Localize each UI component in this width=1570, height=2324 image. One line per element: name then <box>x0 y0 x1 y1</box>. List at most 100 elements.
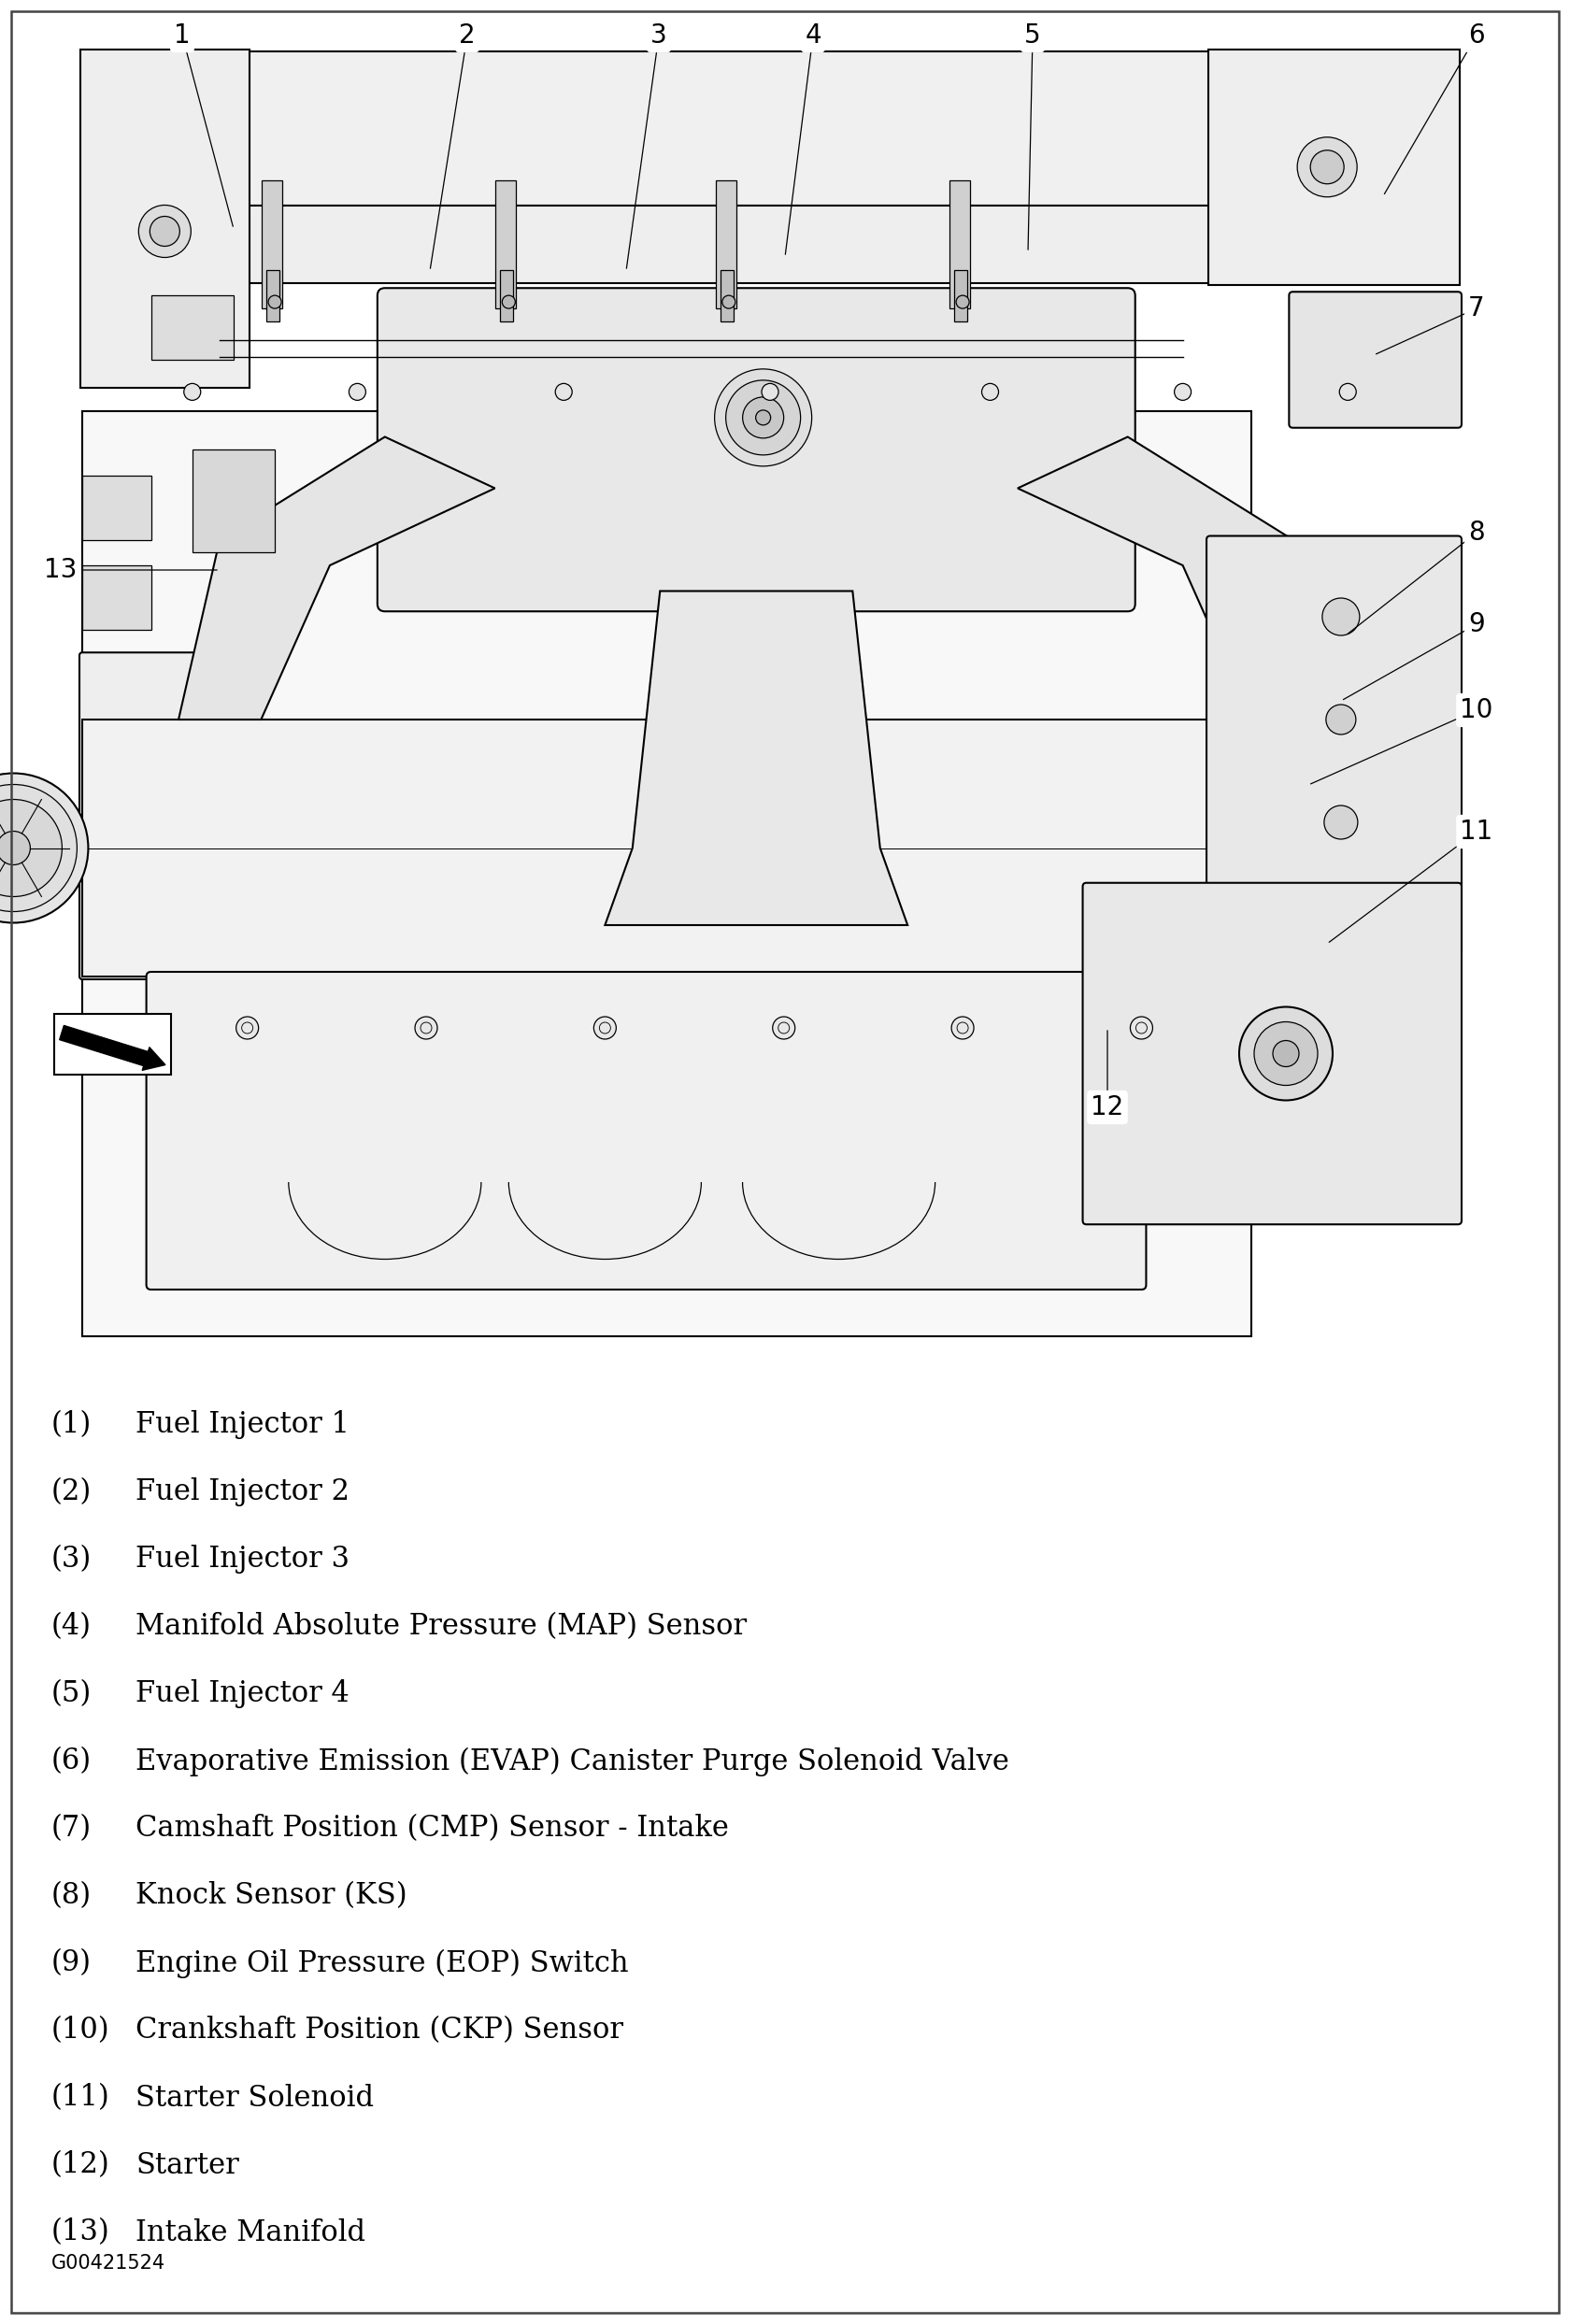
Bar <box>151 295 234 360</box>
FancyBboxPatch shape <box>146 971 1146 1290</box>
Circle shape <box>956 295 969 309</box>
Text: Evaporative Emission (EVAP) Canister Purge Solenoid Valve: Evaporative Emission (EVAP) Canister Pur… <box>135 1748 1010 1776</box>
Text: 6: 6 <box>1468 23 1485 49</box>
Text: (4): (4) <box>52 1613 91 1641</box>
Text: Fuel Injector 2: Fuel Injector 2 <box>135 1478 350 1506</box>
Text: (10): (10) <box>52 2017 110 2045</box>
Text: 8: 8 <box>1468 521 1485 546</box>
Text: 9: 9 <box>1468 611 1485 637</box>
Circle shape <box>0 832 30 865</box>
Text: 13: 13 <box>44 558 77 583</box>
FancyBboxPatch shape <box>80 653 195 978</box>
Text: (8): (8) <box>52 1882 91 1910</box>
Circle shape <box>0 786 77 911</box>
Circle shape <box>1339 383 1356 400</box>
Circle shape <box>761 383 779 400</box>
Circle shape <box>502 295 515 309</box>
Text: 3: 3 <box>650 23 667 49</box>
Bar <box>82 565 151 630</box>
Text: Manifold Absolute Pressure (MAP) Sensor: Manifold Absolute Pressure (MAP) Sensor <box>135 1613 747 1641</box>
Circle shape <box>414 1016 438 1039</box>
Bar <box>955 270 967 321</box>
Circle shape <box>0 774 88 923</box>
Circle shape <box>593 1016 615 1039</box>
Text: 5: 5 <box>1024 23 1041 49</box>
Polygon shape <box>1017 437 1334 720</box>
Bar <box>192 451 275 553</box>
Text: G00421524: G00421524 <box>52 2254 165 2273</box>
Circle shape <box>1324 806 1358 839</box>
Text: Intake Manifold: Intake Manifold <box>135 2217 366 2247</box>
Text: (5): (5) <box>52 1680 91 1708</box>
FancyBboxPatch shape <box>80 49 250 388</box>
FancyBboxPatch shape <box>1209 49 1460 284</box>
Text: Camshaft Position (CMP) Sensor - Intake: Camshaft Position (CMP) Sensor - Intake <box>135 1815 728 1843</box>
Circle shape <box>149 216 179 246</box>
Text: 7: 7 <box>1468 295 1485 321</box>
Bar <box>501 270 513 321</box>
Text: (2): (2) <box>52 1478 91 1506</box>
Circle shape <box>1297 137 1356 198</box>
Text: (7): (7) <box>52 1815 91 1843</box>
Text: (1): (1) <box>52 1411 91 1439</box>
Text: 2: 2 <box>458 23 476 49</box>
Circle shape <box>1322 597 1360 634</box>
Circle shape <box>268 295 281 309</box>
Text: 4: 4 <box>805 23 821 49</box>
Circle shape <box>236 1016 259 1039</box>
Bar <box>716 179 736 309</box>
FancyBboxPatch shape <box>1083 883 1462 1225</box>
Text: Knock Sensor (KS): Knock Sensor (KS) <box>135 1882 407 1910</box>
Circle shape <box>0 799 63 897</box>
Circle shape <box>138 205 192 258</box>
Circle shape <box>1254 1023 1317 1085</box>
Circle shape <box>722 295 735 309</box>
Polygon shape <box>604 590 907 925</box>
Circle shape <box>1239 1006 1333 1099</box>
Text: Fuel Injector 3: Fuel Injector 3 <box>135 1545 350 1573</box>
Bar <box>82 720 1251 976</box>
Circle shape <box>1273 1041 1298 1067</box>
Circle shape <box>556 383 571 400</box>
Bar <box>496 179 517 309</box>
Circle shape <box>951 1016 973 1039</box>
Circle shape <box>725 381 801 456</box>
Bar <box>151 205 1347 284</box>
FancyBboxPatch shape <box>377 288 1135 611</box>
Text: Fuel Injector 1: Fuel Injector 1 <box>135 1411 350 1439</box>
Text: Starter: Starter <box>135 2150 239 2180</box>
FancyArrow shape <box>60 1025 165 1071</box>
FancyBboxPatch shape <box>82 411 1251 1336</box>
Text: Engine Oil Pressure (EOP) Switch: Engine Oil Pressure (EOP) Switch <box>135 1950 628 1978</box>
Text: 11: 11 <box>1460 818 1493 844</box>
Text: Fuel Injector 4: Fuel Injector 4 <box>135 1680 349 1708</box>
Text: Starter Solenoid: Starter Solenoid <box>135 2082 374 2113</box>
Circle shape <box>184 383 201 400</box>
Circle shape <box>772 1016 794 1039</box>
Circle shape <box>349 383 366 400</box>
Circle shape <box>755 409 771 425</box>
Text: 1: 1 <box>174 23 190 49</box>
Polygon shape <box>179 437 495 720</box>
Circle shape <box>714 370 812 467</box>
Circle shape <box>1311 151 1344 184</box>
Bar <box>82 476 151 539</box>
Text: 10: 10 <box>1460 697 1493 723</box>
Text: Crankshaft Position (CKP) Sensor: Crankshaft Position (CKP) Sensor <box>135 2017 623 2045</box>
Bar <box>82 51 1416 205</box>
Text: (9): (9) <box>52 1950 91 1978</box>
Text: (11): (11) <box>52 2082 110 2113</box>
Bar <box>721 270 733 321</box>
Circle shape <box>743 397 783 439</box>
Text: 12: 12 <box>1091 1095 1124 1120</box>
Bar <box>262 179 283 309</box>
FancyBboxPatch shape <box>1206 537 1462 955</box>
Circle shape <box>1130 1016 1152 1039</box>
Circle shape <box>981 383 999 400</box>
Text: (3): (3) <box>52 1545 91 1573</box>
Bar <box>55 1013 171 1074</box>
FancyBboxPatch shape <box>1289 293 1462 428</box>
Bar <box>267 270 279 321</box>
Text: (12): (12) <box>52 2150 110 2180</box>
Circle shape <box>1327 704 1356 734</box>
